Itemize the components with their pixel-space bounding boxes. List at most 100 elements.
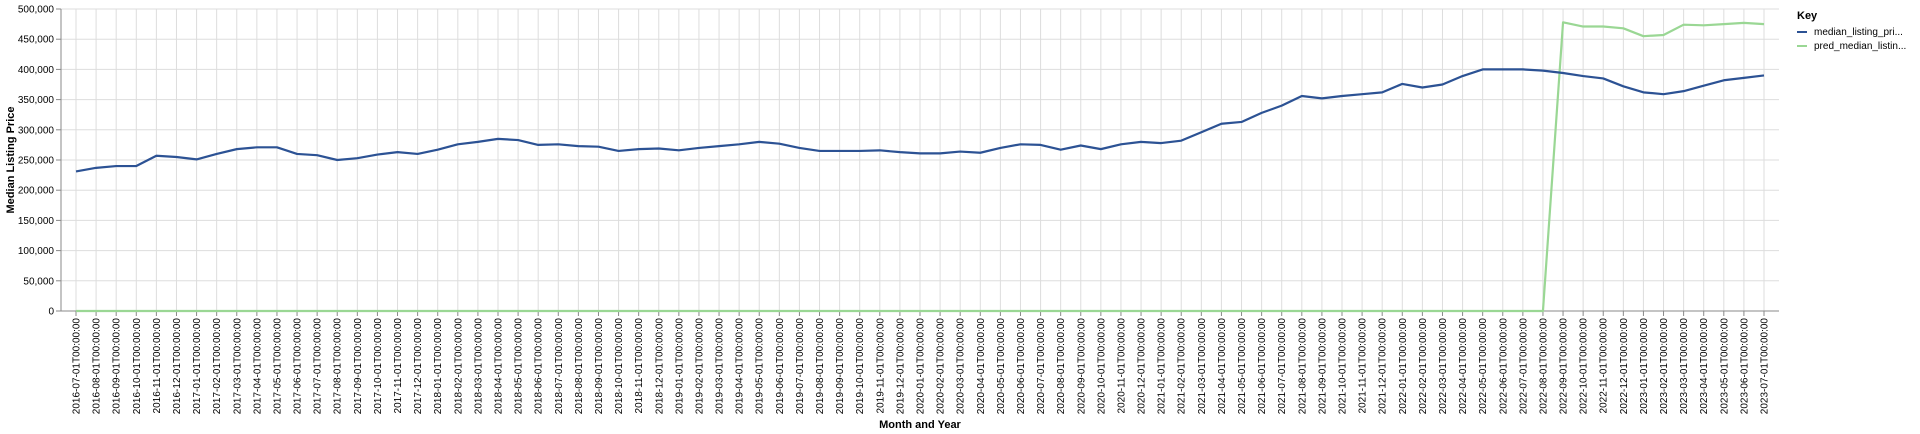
x-tick-label: 2019-08-01T00:00:00 xyxy=(815,318,826,415)
x-tick-label: 2020-08-01T00:00:00 xyxy=(1056,318,1067,415)
x-tick-label: 2023-03-01T00:00:00 xyxy=(1679,318,1690,415)
x-tick-label: 2020-01-01T00:00:00 xyxy=(916,318,927,415)
x-tick-label: 2019-07-01T00:00:00 xyxy=(795,318,806,415)
x-tick-label: 2021-12-01T00:00:00 xyxy=(1378,318,1389,415)
x-tick-label: 2020-05-01T00:00:00 xyxy=(996,318,1007,415)
x-tick-label: 2018-03-01T00:00:00 xyxy=(473,318,484,415)
grid-lines xyxy=(61,8,1779,312)
x-tick-label: 2017-12-01T00:00:00 xyxy=(413,318,424,415)
x-tick-label: 2022-07-01T00:00:00 xyxy=(1518,318,1529,415)
x-tick-label: 2018-07-01T00:00:00 xyxy=(554,318,565,415)
x-tick-label: 2022-06-01T00:00:00 xyxy=(1498,318,1509,415)
x-tick-label: 2016-11-01T00:00:00 xyxy=(152,318,163,414)
x-tick-label: 2019-05-01T00:00:00 xyxy=(755,318,766,415)
x-tick-label: 2020-03-01T00:00:00 xyxy=(956,318,967,415)
x-tick-label: 2017-04-01T00:00:00 xyxy=(252,318,263,415)
y-tick-label: 300,000 xyxy=(18,125,55,136)
x-tick-label: 2021-10-01T00:00:00 xyxy=(1338,318,1349,415)
x-tick-label: 2020-10-01T00:00:00 xyxy=(1096,318,1107,415)
x-tick-label: 2022-03-01T00:00:00 xyxy=(1438,318,1449,415)
series-line xyxy=(75,68,1765,173)
x-tick-label: 2018-12-01T00:00:00 xyxy=(654,318,665,415)
y-tick-label: 350,000 xyxy=(18,95,55,106)
legend: Key median_listing_pri... pred_median_lis… xyxy=(1797,10,1906,52)
x-tick-label: 2016-08-01T00:00:00 xyxy=(92,318,103,415)
legend-label: median_listing_pri... xyxy=(1814,27,1903,38)
x-tick-label: 2021-09-01T00:00:00 xyxy=(1317,318,1328,415)
x-tick-label: 2017-06-01T00:00:00 xyxy=(293,318,304,415)
x-tick-label: 2019-01-01T00:00:00 xyxy=(674,318,685,415)
x-tick-label: 2022-10-01T00:00:00 xyxy=(1579,318,1590,415)
x-tick-label: 2022-02-01T00:00:00 xyxy=(1418,318,1429,415)
x-tick-label: 2017-09-01T00:00:00 xyxy=(353,318,364,415)
x-tick-label: 2017-05-01T00:00:00 xyxy=(272,318,283,415)
x-tick-label: 2016-09-01T00:00:00 xyxy=(112,318,123,415)
x-tick-label: 2022-05-01T00:00:00 xyxy=(1478,318,1489,415)
x-tick-label: 2020-09-01T00:00:00 xyxy=(1076,318,1087,415)
x-tick-label: 2022-12-01T00:00:00 xyxy=(1619,318,1630,415)
x-tick-label: 2020-12-01T00:00:00 xyxy=(1137,318,1148,415)
x-tick-label: 2017-03-01T00:00:00 xyxy=(232,318,243,415)
x-tick-label: 2019-02-01T00:00:00 xyxy=(694,318,705,415)
x-tick-label: 2022-04-01T00:00:00 xyxy=(1458,318,1469,415)
x-tick-label: 2017-07-01T00:00:00 xyxy=(313,318,324,415)
x-tick-label: 2021-07-01T00:00:00 xyxy=(1277,318,1288,415)
x-tick-label: 2019-11-01T00:00:00 xyxy=(875,318,886,414)
x-tick-label: 2020-04-01T00:00:00 xyxy=(976,318,987,415)
x-tick-label: 2019-06-01T00:00:00 xyxy=(775,318,786,415)
x-tick-label: 2018-09-01T00:00:00 xyxy=(594,318,605,415)
axes: 0 50,000 100,000 150,000 200,000 250,000 300,0… xyxy=(18,5,1779,415)
x-tick-label: 2018-01-01T00:00:00 xyxy=(433,318,444,415)
x-tick-label: 2023-06-01T00:00:00 xyxy=(1739,318,1750,415)
legend-title: Key xyxy=(1797,10,1818,22)
x-tick-label: 2020-07-01T00:00:00 xyxy=(1036,318,1047,415)
x-tick-label: 2021-05-01T00:00:00 xyxy=(1237,318,1248,415)
x-tick-label: 2018-05-01T00:00:00 xyxy=(514,318,525,415)
x-tick-label: 2023-01-01T00:00:00 xyxy=(1639,318,1650,415)
x-tick-label: 2022-11-01T00:00:00 xyxy=(1599,318,1610,414)
x-tick-label: 2016-07-01T00:00:00 xyxy=(72,318,83,415)
x-tick-label: 2018-10-01T00:00:00 xyxy=(614,318,625,415)
x-tick-label: 2019-12-01T00:00:00 xyxy=(895,318,906,415)
x-tick-label: 2022-08-01T00:00:00 xyxy=(1538,318,1549,415)
x-tick-label: 2016-12-01T00:00:00 xyxy=(172,318,183,415)
x-tick-label: 2018-06-01T00:00:00 xyxy=(534,318,545,415)
y-tick-label: 50,000 xyxy=(23,276,54,287)
x-tick-label: 2020-02-01T00:00:00 xyxy=(936,318,947,415)
x-tick-label: 2018-11-01T00:00:00 xyxy=(634,318,645,414)
series-line xyxy=(76,21,1765,313)
x-tick-label: 2018-08-01T00:00:00 xyxy=(574,318,585,415)
x-axis-title: Month and Year xyxy=(879,419,961,431)
x-tick-label: 2019-10-01T00:00:00 xyxy=(855,318,866,415)
legend-label: pred_median_listin... xyxy=(1814,41,1906,52)
y-tick-label: 500,000 xyxy=(18,5,55,16)
series-lines xyxy=(75,21,1765,313)
x-tick-label: 2023-05-01T00:00:00 xyxy=(1719,318,1730,415)
x-tick-label: 2021-11-01T00:00:00 xyxy=(1358,318,1369,414)
x-tick-label: 2020-06-01T00:00:00 xyxy=(1016,318,1027,415)
y-tick-label: 150,000 xyxy=(18,216,55,227)
x-tick-label: 2020-11-01T00:00:00 xyxy=(1116,318,1127,414)
x-tick-label: 2017-11-01T00:00:00 xyxy=(393,318,404,414)
x-tick-label: 2018-04-01T00:00:00 xyxy=(494,318,505,415)
x-tick-label: 2018-02-01T00:00:00 xyxy=(453,318,464,415)
y-tick-label: 400,000 xyxy=(18,65,55,76)
x-tick-label: 2022-09-01T00:00:00 xyxy=(1559,318,1570,415)
x-tick-label: 2021-01-01T00:00:00 xyxy=(1157,318,1168,415)
x-tick-label: 2021-04-01T00:00:00 xyxy=(1217,318,1228,415)
x-tick-label: 2021-02-01T00:00:00 xyxy=(1177,318,1188,415)
x-tick-label: 2019-09-01T00:00:00 xyxy=(835,318,846,415)
y-tick-label: 200,000 xyxy=(18,186,55,197)
x-tick-label: 2017-10-01T00:00:00 xyxy=(373,318,384,415)
y-tick-label: 450,000 xyxy=(18,35,55,46)
x-tick-label: 2019-04-01T00:00:00 xyxy=(735,318,746,415)
x-tick-label: 2016-10-01T00:00:00 xyxy=(132,318,143,415)
y-tick-label: 0 xyxy=(48,307,54,318)
x-tick-label: 2023-04-01T00:00:00 xyxy=(1699,318,1710,415)
y-axis-title: Median Listing Price xyxy=(5,107,17,214)
y-tick-label: 100,000 xyxy=(18,246,55,257)
x-tick-label: 2017-02-01T00:00:00 xyxy=(212,318,223,415)
x-tick-label: 2017-01-01T00:00:00 xyxy=(192,318,203,415)
